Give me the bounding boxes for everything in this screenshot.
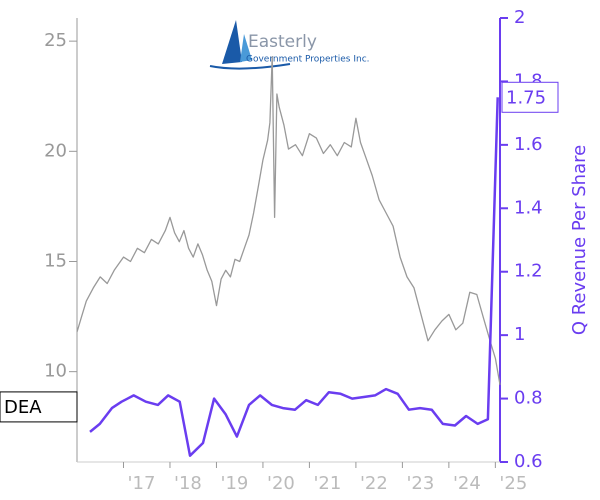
logo: Easterly Government Properties Inc. — [209, 20, 370, 70]
x-tick-label: '22 — [360, 473, 388, 494]
y-tick-label: 25 — [44, 30, 67, 51]
y2-tick-label: 1.6 — [514, 134, 543, 155]
x-tick-label: '19 — [221, 473, 249, 494]
price-line — [76, 55, 501, 386]
y2-tick-label: 2 — [514, 7, 525, 28]
y2-tick-label: 0.8 — [514, 388, 543, 409]
y-tick-label: 10 — [44, 361, 67, 382]
x-tick-label: '24 — [453, 473, 481, 494]
logo-name: Easterly — [248, 32, 317, 52]
x-tick-label: '18 — [174, 473, 202, 494]
x-tick-label: '25 — [499, 473, 527, 494]
annotation-label: DEA — [4, 397, 42, 418]
annotation-box — [501, 81, 559, 113]
revenue-line — [89, 97, 499, 457]
logo-subtitle: Government Properties Inc. — [246, 55, 370, 65]
logo-sail — [240, 34, 252, 62]
annotation-label: 1.75 — [506, 87, 546, 108]
y2-tick-label: 0.6 — [514, 451, 543, 472]
x-tick-label: '23 — [406, 473, 434, 494]
x-tick-label: '17 — [128, 473, 156, 494]
y2-tick-label: 1.4 — [514, 197, 543, 218]
x-tick-label: '21 — [313, 473, 341, 494]
logo-wave — [209, 63, 291, 70]
y2-axis-label: Q Revenue Per Share — [569, 145, 590, 335]
x-tick-label: '20 — [267, 473, 295, 494]
y2-tick-label: 1 — [514, 324, 525, 345]
annotation-box — [0, 391, 78, 423]
y-tick-label: 20 — [44, 140, 67, 161]
y2-tick-label: 1.2 — [514, 261, 543, 282]
y-tick-label: 15 — [44, 250, 67, 271]
logo-sail — [222, 20, 242, 64]
